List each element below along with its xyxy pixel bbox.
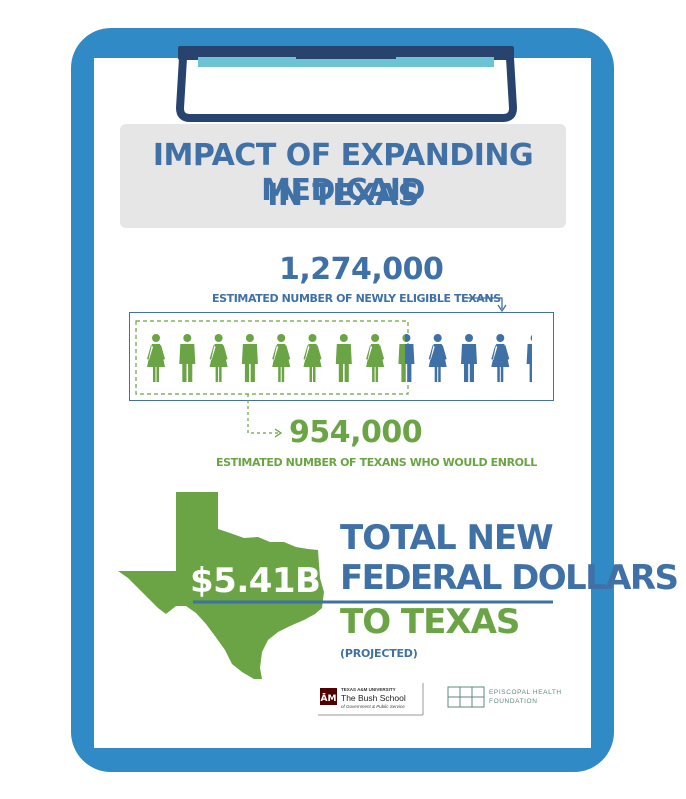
person-icon: [461, 334, 477, 382]
person-icon: [303, 334, 322, 382]
person-icon: [491, 334, 510, 382]
title-box: IMPACT OF EXPANDING MEDICAID IN TEXAS: [120, 124, 566, 228]
enroll-label: ESTIMATED NUMBER OF TEXANS WHO WOULD ENR…: [216, 456, 537, 469]
title-line-2: IN TEXAS: [267, 178, 419, 213]
person-icon: [405, 334, 415, 382]
bush-school-name: The Bush School: [341, 693, 406, 703]
federal-line-3: TO TEXAS: [340, 602, 520, 642]
tamu-logo-icon: ĀM: [320, 688, 337, 705]
person-icon: [241, 334, 258, 382]
eligible-number: 1,274,000: [279, 252, 444, 287]
person-icon: [428, 334, 447, 382]
ehf-line-2: FOUNDATION: [489, 698, 538, 705]
ehf-logo-icon: [447, 686, 485, 708]
people-icon-frame: [129, 312, 554, 401]
ehf-line-1: EPISCOPAL HEALTH: [489, 689, 562, 696]
eligible-label: ESTIMATED NUMBER OF NEWLY ELIGIBLE TEXAN…: [212, 292, 501, 305]
texas-shape-icon: [118, 492, 324, 679]
svg-text:ĀM: ĀM: [321, 693, 337, 704]
federal-line-2: FEDERAL DOLLARS: [340, 558, 679, 598]
title-line-1: IMPACT OF EXPANDING MEDICAID: [152, 138, 534, 208]
person-icon: [526, 334, 532, 382]
person-icon: [335, 334, 352, 382]
person-icon: [366, 334, 385, 382]
person-icon: [398, 334, 405, 382]
federal-note: (PROJECTED): [340, 647, 418, 660]
enroll-number: 954,000: [289, 415, 423, 450]
federal-line-1: TOTAL NEW: [340, 518, 554, 558]
enroll-arrow-icon: [247, 394, 278, 434]
tamu-label: TEXAS A&M UNIVERSITY: [341, 687, 396, 692]
person-icon: [209, 334, 228, 382]
person-icon: [147, 334, 165, 382]
person-icon: [272, 334, 291, 382]
person-icon: [179, 334, 196, 382]
federal-amount: $5.41B: [190, 561, 321, 601]
bush-school-sub: of Government & Public Service: [341, 704, 405, 709]
